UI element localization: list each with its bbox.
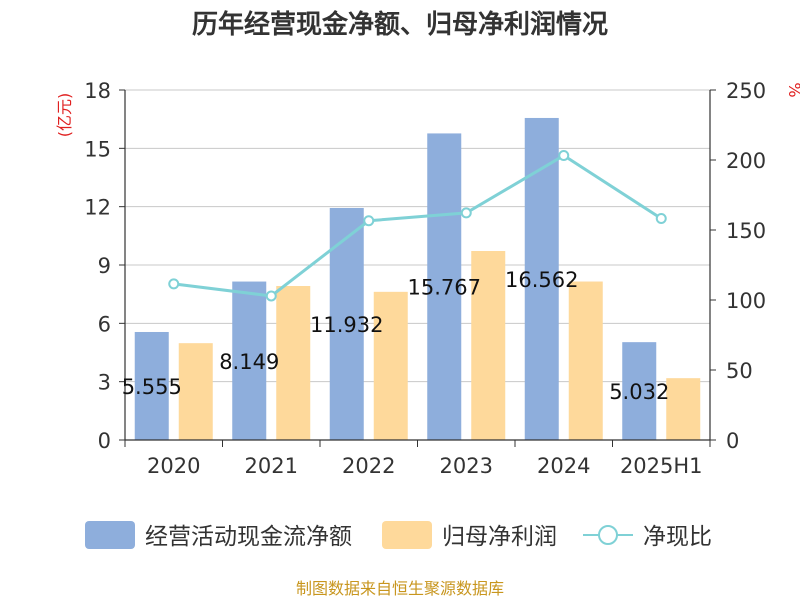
bar-cash-flow bbox=[622, 342, 657, 440]
y-left-tick-label: 6 bbox=[98, 312, 111, 336]
ratio-line bbox=[168, 150, 667, 302]
ratio-point bbox=[363, 215, 375, 227]
x-tick-label: 2024 bbox=[537, 454, 590, 478]
ratio-point bbox=[460, 207, 472, 219]
y-axis-right-label: % bbox=[785, 82, 800, 97]
bar-net-profit bbox=[568, 281, 603, 440]
legend-label-cash-flow: 经营活动现金流净额 bbox=[145, 524, 352, 550]
y-right-tick-label: 100 bbox=[726, 289, 766, 313]
bar-cash-flow bbox=[134, 331, 169, 440]
x-tick-label: 2021 bbox=[245, 454, 298, 478]
data-label-cash-flow: 8.149 bbox=[219, 350, 279, 374]
y-right-tick-label: 200 bbox=[726, 149, 766, 173]
y-right-tick-label: 250 bbox=[726, 79, 766, 103]
bars bbox=[134, 117, 701, 441]
gridlines bbox=[125, 89, 710, 383]
y-left-tick-label: 18 bbox=[84, 79, 111, 103]
ratio-point bbox=[655, 213, 667, 225]
y-left-tick-label: 0 bbox=[98, 429, 111, 453]
bar-cash-flow bbox=[232, 281, 267, 440]
data-label-cash-flow: 5.555 bbox=[122, 375, 182, 399]
legend-swatch-cash-flow bbox=[85, 521, 135, 549]
y-left-tick-label: 15 bbox=[84, 137, 111, 161]
ratio-point bbox=[558, 150, 570, 162]
bar-net-profit bbox=[178, 343, 213, 440]
bar-net-profit bbox=[373, 291, 408, 440]
data-label-cash-flow: 5.032 bbox=[609, 380, 669, 404]
y-right-tick-label: 0 bbox=[726, 429, 739, 453]
bar-net-profit bbox=[276, 286, 311, 440]
y-axis-left-label: (亿元) bbox=[55, 93, 74, 138]
legend-marker-ratio bbox=[598, 525, 618, 545]
data-labels: 5.555 8.149 11.932 15.767 16.562 5.032 bbox=[122, 268, 670, 404]
data-label-cash-flow: 15.767 bbox=[408, 276, 481, 300]
ratio-line-path bbox=[173, 153, 663, 298]
data-label-cash-flow: 16.562 bbox=[505, 268, 578, 292]
bar-net-profit bbox=[666, 378, 701, 440]
ratio-point bbox=[168, 278, 180, 290]
chart-title: 历年经营现金净额、归母净利润情况 bbox=[192, 9, 608, 40]
y-right-tick-label: 50 bbox=[726, 359, 753, 383]
ratio-point bbox=[265, 290, 277, 302]
x-tick-label: 2025H1 bbox=[620, 454, 703, 478]
source-note: 制图数据来自恒生聚源数据库 bbox=[296, 579, 504, 598]
legend-swatch-net-profit bbox=[382, 521, 432, 549]
bar-cash-flow bbox=[524, 117, 559, 440]
y-left-tick-label: 9 bbox=[98, 254, 111, 278]
bar-cash-flow bbox=[427, 133, 462, 441]
y-left-tick-label: 12 bbox=[84, 196, 111, 220]
y-left-tick-label: 3 bbox=[98, 371, 111, 395]
bar-net-profit bbox=[471, 251, 506, 440]
x-tick-label: 2022 bbox=[342, 454, 395, 478]
data-label-cash-flow: 11.932 bbox=[310, 313, 383, 337]
x-tick-label: 2020 bbox=[147, 454, 200, 478]
legend: 经营活动现金流净额 归母净利润 净现比 bbox=[85, 521, 712, 550]
axes: 0 3 6 9 12 15 18 0 50 100 150 200 250 2020 2021 2022 202… bbox=[84, 79, 766, 478]
y-right-tick-label: 150 bbox=[726, 219, 766, 243]
legend-label-net-profit: 归母净利润 bbox=[442, 524, 557, 550]
legend-label-ratio: 净现比 bbox=[643, 524, 712, 550]
x-tick-label: 2023 bbox=[440, 454, 493, 478]
